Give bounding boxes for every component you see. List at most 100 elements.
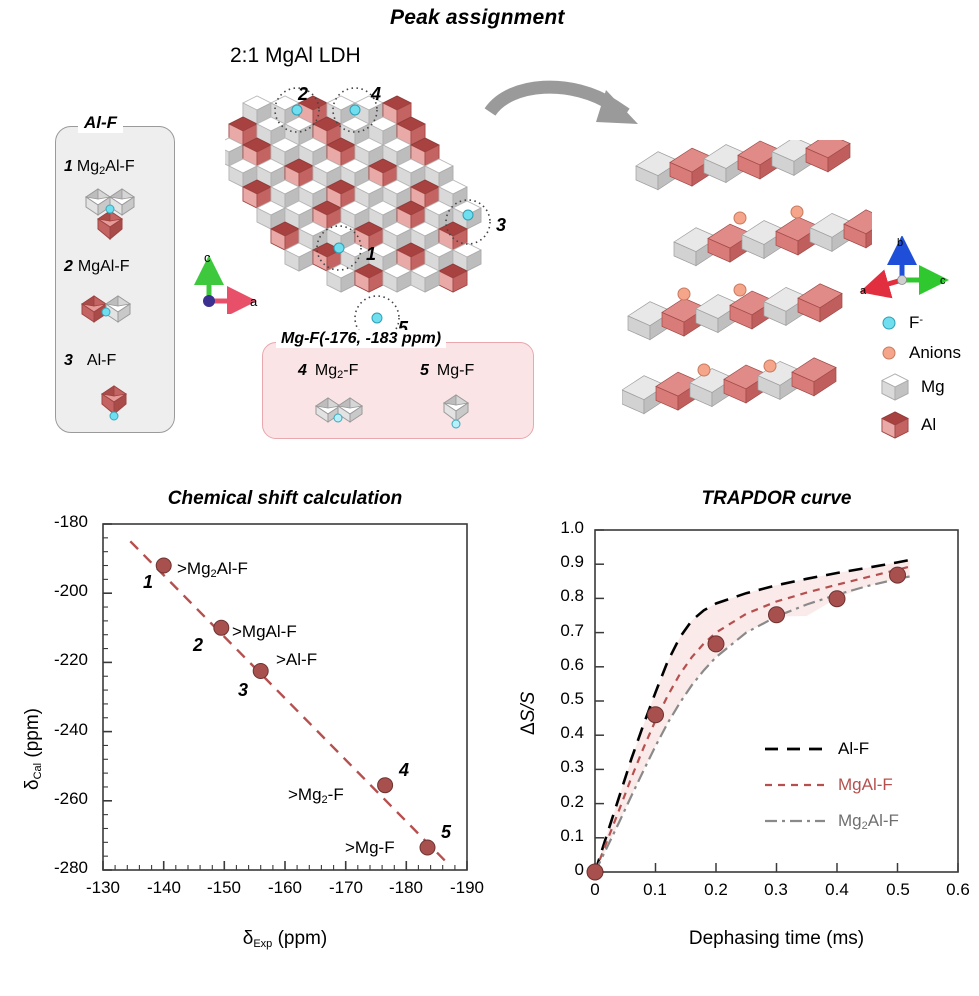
tr-ytick-0.1: 0.1 (560, 826, 584, 845)
tr-ytick-0.9: 0.9 (560, 552, 584, 571)
al-f-item-2: 2 MgAl-F (64, 258, 164, 330)
tr-xtick-0.5: 0.5 (886, 880, 910, 899)
axis-triad-right: b c a (859, 236, 949, 299)
cs-point-1-number: 1 (143, 572, 154, 592)
mg2al-f-polyhedra-icon (84, 188, 136, 241)
mgal-f-polyhedra-icon (80, 295, 132, 323)
structure-title: 2:1 MgAl LDH (230, 44, 361, 67)
legend-label-f: F- (909, 313, 924, 332)
expand-arrow-icon (484, 80, 638, 124)
trapdor-plot (586, 529, 959, 881)
axis-label-c: c (204, 250, 211, 265)
anion-sphere-icon (882, 346, 896, 360)
structure-marker-layer (274, 87, 491, 336)
axis-triad-left: c a (194, 250, 258, 314)
al-f-item-3-name: Al-F (86, 352, 117, 369)
al-f-item-1-name: Mg2Al-F (76, 158, 135, 177)
trapdor-data-point-2 (707, 635, 725, 653)
al-f-group-box (55, 126, 175, 433)
trapdor-data-point-1 (647, 706, 664, 724)
cs-point-3-number: 3 (238, 680, 249, 700)
series-al-f-line (593, 558, 910, 873)
al-octahedron-icon (881, 411, 909, 439)
cs-xtick--180: -180 (388, 878, 424, 897)
mg-f-item-4-name: Mg2-F (314, 362, 359, 381)
tr-ytick-0.2: 0.2 (560, 792, 584, 811)
cs-ytick--240: -240 (53, 720, 88, 739)
al-f-item-1: 1 Mg2Al-F (64, 158, 168, 243)
tr-xtick-0: 0 (590, 880, 600, 899)
cs-ytick--220: -220 (53, 650, 88, 669)
cs-xtick--150: -150 (206, 878, 242, 897)
structure-legend: F- Anions Mg Al (878, 308, 961, 444)
trapdor-data-point-4 (828, 590, 846, 608)
trapdor-data-point-5 (889, 566, 906, 584)
trapdor-data-point-3 (768, 606, 785, 624)
mg-f-item-5-index: 5 (420, 362, 429, 379)
legend-item-anions: Anions (878, 338, 961, 368)
cs-ytick--260: -260 (53, 789, 88, 808)
cs-point-3-label: >Al-F (276, 650, 318, 669)
al-f-item-2-name: MgAl-F (77, 258, 130, 275)
legend-label-al: Al (921, 415, 937, 434)
mg-f-group-box (262, 342, 534, 439)
cs-xtick--190: -190 (449, 878, 485, 897)
tr-xtick-0.3: 0.3 (764, 880, 788, 899)
cs-point-2-label: >MgAl-F (232, 622, 297, 641)
legend-item-mg: Mg (878, 368, 961, 406)
tr-xtick-0.4: 0.4 (825, 880, 849, 899)
trapdor-plot-title: TRAPDOR curve (701, 488, 852, 509)
cs-xtick--140: -140 (146, 878, 182, 897)
structure-marker-2-label: 2 (298, 84, 309, 104)
cs-point-4-number: 4 (399, 760, 410, 780)
al-f-item-3: 3 Al-F (64, 352, 156, 422)
trapdor-legend-label-mgal-f: MgAl-F (838, 775, 893, 794)
al-f-polyhedron-icon (100, 385, 128, 421)
axis-label-a: a (860, 285, 867, 297)
f-ion-sphere-icon (882, 316, 896, 330)
cs-point-1-label: >Mg2Al-F (177, 559, 248, 580)
tr-ytick-1.0: 1.0 (560, 518, 584, 537)
trapdor-x-axis-label: Dephasing time (ms) (688, 928, 865, 949)
legend-item-f-ion: F- (878, 308, 961, 338)
tr-xtick-0.1: 0.1 (643, 880, 667, 899)
mg-f-item-4-index: 4 (298, 362, 307, 379)
legend-label-mg: Mg (921, 377, 945, 396)
data-point-4 (377, 777, 394, 794)
cs-point-4-label: >Mg2-F (288, 785, 344, 806)
chemical-shift-plot (102, 523, 468, 871)
cs-ytick--200: -200 (53, 581, 88, 600)
structure-marker-4-label: 4 (371, 84, 382, 104)
trapdor-legend-label-mg2al-f: Mg2Al-F (838, 811, 899, 832)
mg-f-item-4: 4 Mg2-F (298, 362, 392, 426)
al-f-group-label: Al-F (78, 113, 124, 133)
series-mgal-f-line (593, 565, 910, 873)
cs-xtick--130: -130 (85, 878, 121, 897)
layered-ldh-structure (622, 140, 872, 417)
cs-x-axis-label: δExp (ppm) (242, 928, 328, 950)
data-point-1 (155, 557, 172, 574)
mg-f-polyhedron-icon (442, 394, 470, 429)
tr-ytick-0: 0 (574, 860, 584, 879)
chemical-shift-plot-title: Chemical shift calculation (167, 488, 403, 509)
cs-point-5-label: >Mg-F (345, 838, 395, 857)
cs-ytick--280: -280 (53, 858, 88, 877)
structure-marker-3-label: 3 (496, 215, 507, 235)
structure-marker-5-label: 5 (398, 318, 409, 338)
tr-ytick-0.4: 0.4 (560, 723, 584, 742)
tr-ytick-0.8: 0.8 (560, 586, 584, 605)
al-f-item-2-index: 2 (64, 258, 73, 275)
mg-f-item-5: 5 Mg-F (420, 362, 496, 429)
tr-xtick-0.6: 0.6 (946, 880, 970, 899)
mg-f-item-5-name: Mg-F (436, 362, 475, 379)
cs-ytick--180: -180 (53, 512, 88, 531)
structure-marker-1-label: 1 (366, 244, 377, 264)
legend-item-al: Al (878, 406, 961, 444)
tr-xtick-0.2: 0.2 (704, 880, 728, 899)
tr-ytick-0.6: 0.6 (560, 655, 584, 674)
trapdor-data-point-0 (586, 863, 604, 881)
trapdor-legend-label-al-f: Al-F (838, 739, 870, 758)
tr-ytick-0.7: 0.7 (560, 621, 584, 640)
cs-y-axis-label: δCal (ppm) (22, 708, 44, 790)
figure-title: Peak assignment (390, 6, 565, 29)
